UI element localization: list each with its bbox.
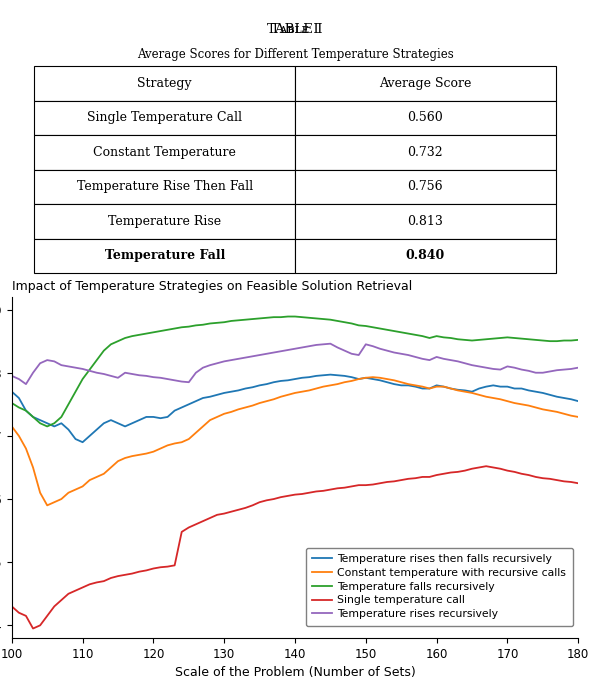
Temperature falls recursively: [511, 334, 518, 342]
Single temperature call: [433, 471, 440, 479]
Temperature rises then falls recursively: [511, 384, 518, 392]
Temperature rises then falls recursively: [334, 371, 341, 379]
Temperature rises then falls recursively: [483, 383, 490, 391]
Temperature rises recursively: [327, 340, 334, 348]
Temperature falls recursively: [284, 312, 291, 320]
Temperature rises recursively: [22, 380, 30, 388]
Temperature falls recursively: [8, 399, 15, 407]
Temperature falls recursively: [483, 335, 490, 344]
Temperature rises recursively: [334, 344, 341, 352]
Single temperature call: [575, 479, 582, 487]
Single temperature call: [30, 624, 37, 632]
Temperature rises then falls recursively: [327, 370, 334, 379]
Text: Tᴀʙʟᴇ I: Tᴀʙʟᴇ I: [271, 23, 319, 36]
Temperature rises recursively: [440, 355, 447, 363]
Line: Temperature falls recursively: Temperature falls recursively: [12, 316, 578, 427]
Single temperature call: [483, 462, 490, 471]
Single temperature call: [511, 468, 518, 476]
Text: TABLE I: TABLE I: [267, 23, 323, 36]
Line: Temperature rises recursively: Temperature rises recursively: [12, 344, 578, 384]
Temperature rises recursively: [8, 372, 15, 380]
Constant temperature with recursive calls: [575, 413, 582, 421]
Temperature falls recursively: [575, 335, 582, 344]
Single temperature call: [8, 602, 15, 611]
Single temperature call: [532, 473, 539, 481]
Temperature rises then falls recursively: [532, 388, 539, 396]
Single temperature call: [369, 480, 376, 488]
Temperature rises then falls recursively: [8, 388, 15, 396]
Line: Constant temperature with recursive calls: Constant temperature with recursive call…: [12, 377, 578, 506]
Temperature rises then falls recursively: [79, 438, 86, 447]
Legend: Temperature rises then falls recursively, Constant temperature with recursive ca: Temperature rises then falls recursively…: [306, 547, 573, 626]
Constant temperature with recursive calls: [483, 392, 490, 401]
Constant temperature with recursive calls: [532, 403, 539, 412]
Temperature falls recursively: [334, 317, 341, 325]
Temperature rises then falls recursively: [575, 397, 582, 405]
Temperature rises then falls recursively: [376, 376, 384, 384]
Temperature falls recursively: [532, 335, 539, 344]
Constant temperature with recursive calls: [327, 381, 334, 390]
Constant temperature with recursive calls: [44, 501, 51, 510]
Constant temperature with recursive calls: [8, 423, 15, 431]
Line: Single temperature call: Single temperature call: [12, 466, 578, 628]
Line: Temperature rises then falls recursively: Temperature rises then falls recursively: [12, 375, 578, 442]
Temperature falls recursively: [376, 324, 384, 333]
Single temperature call: [327, 486, 334, 494]
Constant temperature with recursive calls: [440, 383, 447, 391]
Temperature falls recursively: [440, 333, 447, 342]
Constant temperature with recursive calls: [511, 399, 518, 407]
Text: Impact of Temperature Strategies on Feasible Solution Retrieval: Impact of Temperature Strategies on Feas…: [12, 280, 412, 293]
Constant temperature with recursive calls: [369, 373, 376, 381]
Temperature rises recursively: [483, 364, 490, 372]
Temperature rises recursively: [376, 344, 384, 353]
Temperature rises recursively: [532, 368, 539, 377]
Temperature rises recursively: [511, 364, 518, 372]
Constant temperature with recursive calls: [376, 374, 384, 382]
Single temperature call: [476, 463, 483, 471]
Temperature falls recursively: [44, 423, 51, 431]
Temperature rises then falls recursively: [440, 383, 447, 391]
Temperature rises recursively: [575, 364, 582, 372]
X-axis label: Scale of the Problem (Number of Sets): Scale of the Problem (Number of Sets): [175, 666, 415, 679]
Text: Average Scores for Different Temperature Strategies: Average Scores for Different Temperature…: [137, 49, 453, 61]
